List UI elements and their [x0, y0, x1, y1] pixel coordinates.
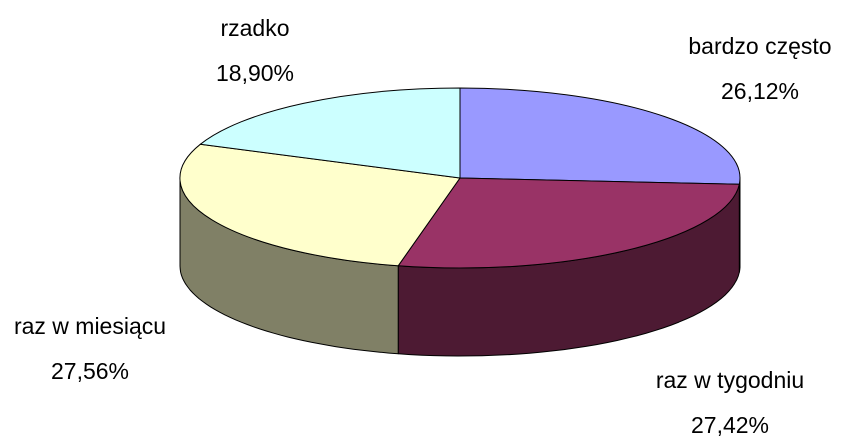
slice-label: bardzo często: [688, 33, 831, 59]
pie-slice: [459, 87, 741, 185]
slice-label: raz w miesiącu: [14, 313, 166, 339]
slice-value-label: 26,12%: [721, 78, 799, 104]
slice-value-label: 18,90%: [216, 60, 294, 86]
slice-value-label: 27,42%: [691, 412, 769, 437]
pie-slice: [179, 143, 461, 267]
pie-slice: [199, 87, 461, 179]
slice-value-label: 27,56%: [51, 358, 129, 384]
slice-label: raz w tygodniu: [656, 367, 804, 393]
slice-label: rzadko: [220, 15, 289, 41]
pie-slice: [397, 177, 740, 269]
